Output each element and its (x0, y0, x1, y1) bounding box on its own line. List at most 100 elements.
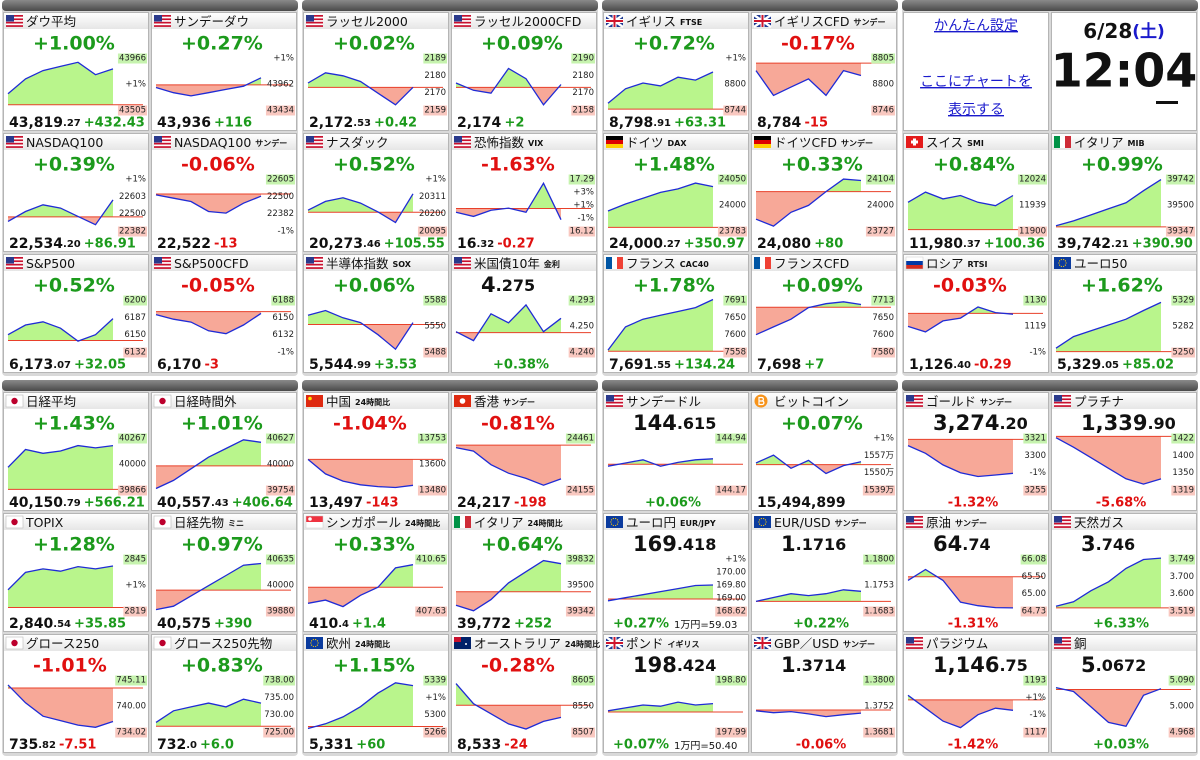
tile[interactable]: 天然ガス 3.749 3.700 3.600 3.519 3.746 +6.33% (1051, 513, 1197, 632)
flag-part (6, 257, 23, 259)
area-up (608, 702, 713, 712)
axis-label: -1% (1029, 468, 1046, 478)
tile[interactable]: イタリア MIB 39742 39500 39347 +0.99% 39,742.21 +39… (1051, 133, 1197, 253)
axis-label: 169.00 (716, 594, 746, 604)
axis-label-bg (1165, 226, 1195, 237)
area-down (156, 311, 261, 334)
area-down (756, 307, 811, 335)
tile[interactable]: ユーロ円 EUR/JPY +1% 170.00 169.80 169.00 168.62 16… (603, 513, 749, 632)
tile[interactable]: NASDAQ100 サンデー 22605 22500 22382 -1% -0.06% 22,… (151, 133, 297, 253)
flag-part (5, 636, 24, 650)
area-down (756, 63, 861, 96)
tile[interactable]: グロース250 745.11 740.00 734.02 -1.01% 735.82 -7.… (3, 634, 149, 754)
axis-label: 22382 (119, 227, 146, 237)
chart-link[interactable]: ここにチャートを (920, 74, 1032, 90)
tile[interactable]: パラジウム 1193 +1% -1% 1117 1,146.75 -1.42% (903, 634, 1049, 753)
tile[interactable]: ドイツ DAX 24050 24000 23783 +1.48% 24,000.27 +350… (603, 133, 749, 253)
sub-label: SMI (967, 139, 984, 148)
axis-label: 1117 (1024, 728, 1046, 738)
axis-label: 1.1753 (864, 581, 894, 591)
tile[interactable]: 日経時間外 40627 40000 39754 +1.01% 40,557.43 +406.… (151, 392, 297, 512)
chart-link[interactable]: 表示する (948, 102, 1004, 118)
flag-part (154, 21, 171, 24)
tile[interactable]: シンガポール 24時間比 410.65 407.63 +0.33% 410.4 +1.4 (303, 513, 449, 633)
area-down (786, 464, 849, 474)
tile[interactable]: ゴールド サンデー 3321 3300 -1% 3255 3,274.20 -1.32% (903, 392, 1049, 511)
tile[interactable]: フランスCFD 7713 7650 7600 7580 +0.09% 7,698 +7 (751, 254, 897, 374)
tile[interactable]: 半導体指数 SOX 5588 5550 5488 +0.06% 5,544.99 +3.53 (303, 254, 449, 374)
tile[interactable]: ドイツCFD サンデー 24104 24000 23727 +0.33% 24,080 +80 (751, 133, 897, 253)
tile-name: イタリア MIB (1074, 135, 1145, 150)
tile[interactable]: ラッセル2000CFD 2190 2180 2170 2158 +0.09% 2,174 +2 (451, 12, 597, 132)
tile[interactable]: プラチナ 1422 1400 1350 1319 1,339.90 -5.68% (1051, 392, 1197, 511)
tile[interactable]: ビットコイン +1% 1557万 1550万 1539万 +0.07% 15,494,899 (751, 392, 897, 512)
axis-label: 40627 (267, 434, 294, 444)
delta: +3.53 (374, 358, 417, 373)
tile[interactable]: 原油 サンデー 66.08 65.50 65.00 64.73 64.74 -1.31% (903, 513, 1049, 632)
tile[interactable]: イギリスCFD サンデー 8805 8800 8746 -0.17% 8,784 -15 (751, 12, 897, 132)
price: 144.615 (633, 411, 716, 435)
flag-part (11, 639, 18, 647)
sub-label: 24時間比 (405, 518, 440, 528)
area-up (200, 563, 261, 591)
area-up (908, 307, 1013, 314)
tile[interactable]: ダウ平均 43966 +1% 43505 +1.00% 43,819.27 +432.43 (3, 12, 149, 132)
tile[interactable]: サンデーダウ +1% 43962 43434 +0.27% 43,936 +116 (151, 12, 297, 132)
axis-label: 23783 (719, 227, 746, 237)
sub-label: FTSE (680, 18, 702, 27)
tile[interactable]: グロース250先物 738.00 735.00 730.00 725.00 +0.83% 7… (151, 634, 297, 754)
axis-label: -1% (1029, 348, 1046, 358)
tile[interactable]: S&P500 6200 6187 6150 6132 +0.52% 6,173.07 +32.… (3, 254, 149, 374)
flag-part (758, 521, 760, 523)
settings-link[interactable]: かんたん設定 (934, 18, 1018, 34)
flag-part (310, 644, 313, 646)
flag-part (1054, 401, 1071, 404)
tile-name-bar (904, 393, 1048, 409)
tile[interactable]: ユーロ50 5329 5282 5250 +1.62% 5,329.05 +85.02 (1051, 254, 1197, 374)
name: イギリスCFD (774, 14, 850, 29)
flag (306, 136, 323, 148)
tile[interactable]: 米国債10年 金利 4.293 4.250 4.240 4.275 +0.38% (451, 254, 597, 373)
tile[interactable]: EUR/USD サンデー 1.1800 1.1753 1.1683 1.1716 +0.22… (751, 513, 897, 632)
tile[interactable]: 香港 サンデー 24461 24155 -0.81% 24,217 -198 (451, 392, 597, 512)
tile[interactable]: ラッセル2000 2189 2180 2170 2159 +0.02% 2,172.53 +0… (303, 12, 449, 132)
tile[interactable]: 日経平均 40267 40000 39866 +1.43% 40,150.79 +566.2… (3, 392, 149, 512)
tile[interactable]: S&P500CFD 6188 6150 6132 -1% -0.05% 6,170 -3 (151, 254, 297, 374)
name: NASDAQ100 (26, 135, 103, 150)
axis-label: 5588 (424, 296, 446, 306)
tile[interactable]: 中国 24時間比 13753 13600 13480 -1.04% 13,497 -143 (303, 392, 449, 512)
change: -0.28% (481, 655, 555, 677)
tile[interactable]: ロシア RTSI 1130 1119 -1% -0.03% 1,126.40 -0.29 (903, 254, 1049, 374)
price-line (607, 584, 714, 602)
price: 7,698 (757, 357, 801, 373)
tile[interactable]: 恐怖指数 VIX 17.29 +3% +1% -1% 16.12 -1.63% 16.32 -0.… (451, 133, 597, 253)
tile[interactable]: NASDAQ100 +1% 22603 22500 22382 +0.39% 22,534.… (3, 133, 149, 253)
tile[interactable]: GBP／USD サンデー 1.3800 1.3752 1.3681 1.3714 -0.06… (751, 634, 897, 753)
tile[interactable]: サンデードル 144.94 144.17 144.615 +0.06% (603, 392, 749, 511)
name: 日経時間外 (174, 394, 237, 409)
tile[interactable]: イギリス FTSE +1% 8800 8744 +0.72% 8,798.91 +63.31 (603, 12, 749, 132)
axis-label-bg (265, 433, 295, 444)
flag-part (454, 15, 462, 22)
tile[interactable]: オーストラリア 24時間比 8605 8550 8507 -0.28% 8,533 -24 (451, 634, 601, 754)
name: 恐怖指数 (474, 135, 525, 150)
flag-part (306, 637, 323, 649)
tile[interactable]: 欧州 24時間比 5339 +1% 5300 5266 +1.15% 5,331 +60 (303, 634, 449, 754)
tile[interactable]: 銅 5.090 5.000 4.968 5.0672 +0.03% (1051, 634, 1197, 753)
flag (754, 516, 771, 528)
tile[interactable]: ナスダック +1% 20311 20200 20095 +0.52% 20,273.46 +1… (303, 133, 449, 253)
change: +0.38% (493, 358, 549, 373)
tile[interactable]: フランス CAC40 7691 7650 7600 7558 +1.78% 7,691.55 +… (603, 254, 749, 374)
tile[interactable]: TOPIX 2845 +1% 2819 +1.28% 2,840.54 +35.85 (3, 513, 149, 633)
tile[interactable]: イタリア 24時間比 39832 39500 39342 +0.64% 39,772 +252 (451, 513, 597, 633)
tile[interactable]: 日経先物 ミニ 40635 40000 39880 +0.97% 40,575 +390 (151, 513, 297, 633)
price: 7,691.55 (609, 357, 671, 373)
name: ユーロ円 (626, 515, 676, 530)
flag-part (1064, 260, 1067, 262)
flag (1054, 136, 1071, 148)
axis-label: 40000 (267, 460, 294, 470)
number-dec: .99 (353, 360, 371, 371)
tile[interactable]: ポンド イギリス 198.80 197.99 198.424 +0.07% 1万円=50.4… (603, 634, 749, 753)
axis-label: 13480 (419, 486, 446, 496)
tile[interactable]: スイス SMI 12024 11939 11900 +0.84% 11,980.37 +100… (903, 133, 1049, 253)
